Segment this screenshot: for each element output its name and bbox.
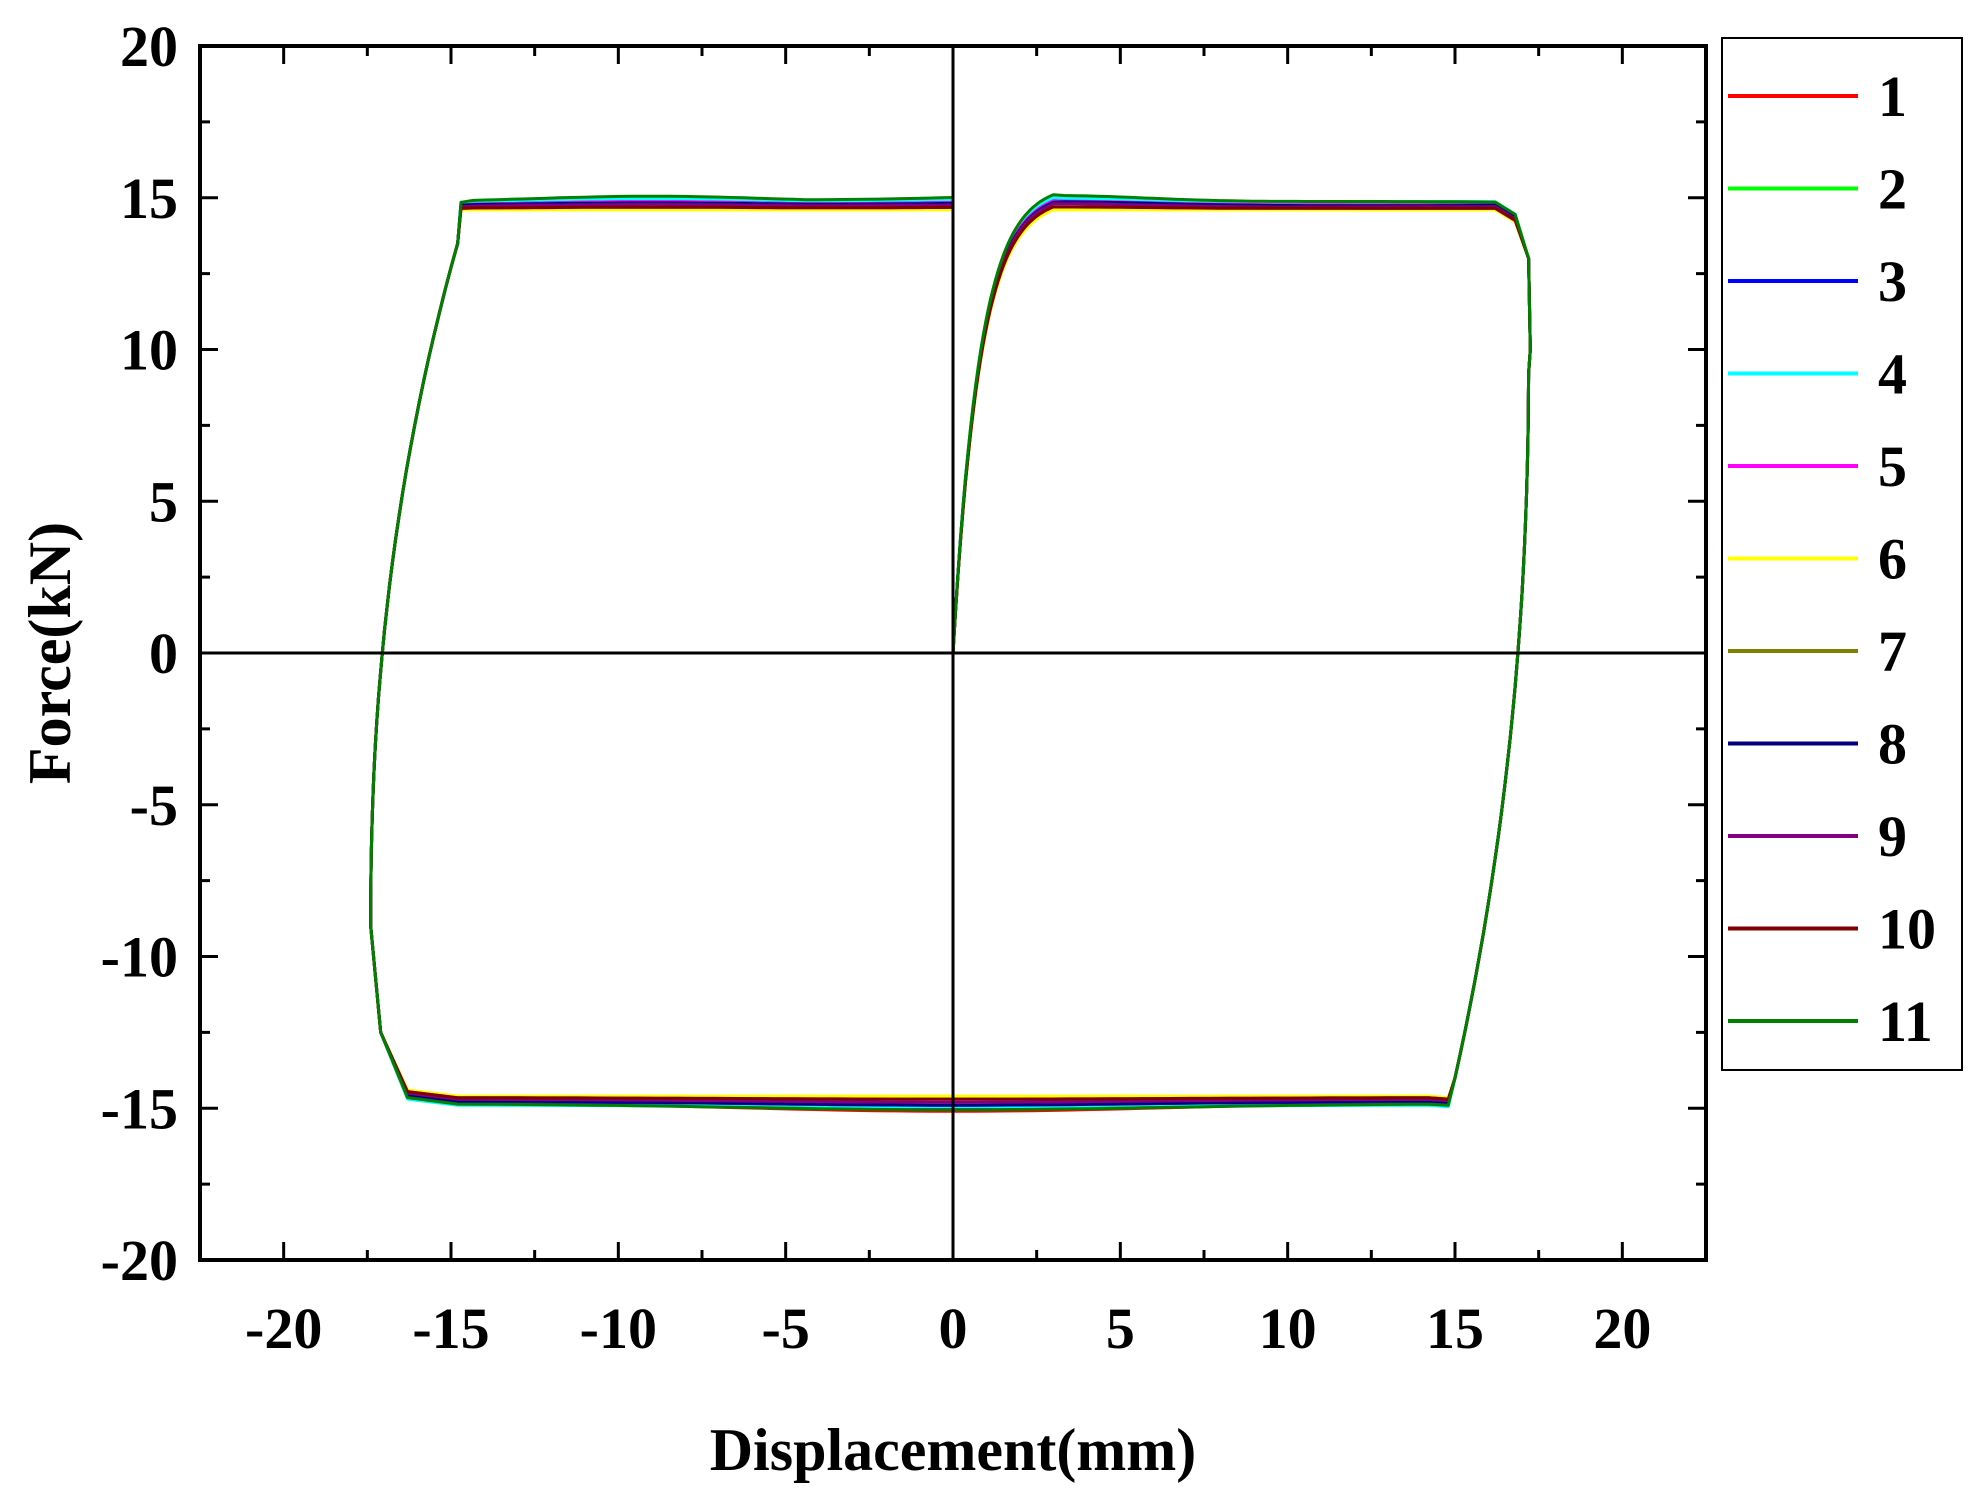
x-tick-label: 5: [1106, 1296, 1135, 1361]
legend-label-9: 9: [1878, 804, 1907, 869]
series-9-line: [369, 202, 1532, 1104]
y-tick-label: 10: [120, 318, 178, 383]
x-tick-labels: -20 -15 -10 -5 0 5 10 15 20: [245, 1296, 1651, 1361]
axis-ticks: [198, 44, 1708, 1262]
legend-frame: [1721, 37, 1963, 1071]
x-tick-label: -20: [245, 1296, 322, 1361]
legend: 1 2 3 4 5 6 7 8 9 10 11: [1721, 37, 1963, 1071]
x-tick-label: -10: [580, 1296, 657, 1361]
y-tick-label: -15: [101, 1076, 178, 1141]
y-axis-title: Force(kN): [17, 522, 83, 784]
x-tick-label: -15: [412, 1296, 489, 1361]
y-tick-label: -20: [101, 1228, 178, 1293]
legend-label-4: 4: [1878, 342, 1907, 407]
y-tick-label: 20: [120, 14, 178, 79]
x-tick-label: 0: [939, 1296, 968, 1361]
series-10-line: [369, 205, 1532, 1101]
x-tick-label: -5: [762, 1296, 810, 1361]
x-tick-label: 10: [1259, 1296, 1317, 1361]
legend-label-5: 5: [1878, 434, 1907, 499]
x-axis-title: Displacement(mm): [710, 1417, 1197, 1483]
series-6-line: [369, 208, 1532, 1100]
legend-label-3: 3: [1878, 249, 1907, 314]
y-tick-label: 5: [149, 469, 178, 534]
legend-label-6: 6: [1878, 527, 1907, 592]
x-tick-label: 20: [1593, 1296, 1651, 1361]
zero-lines: [200, 46, 1706, 1260]
series-11-line: [369, 193, 1532, 1112]
legend-label-8: 8: [1878, 712, 1907, 777]
y-tick-label: 15: [120, 166, 178, 231]
y-tick-label: -10: [101, 925, 178, 990]
legend-label-7: 7: [1878, 619, 1907, 684]
legend-label-1: 1: [1878, 64, 1907, 129]
y-tick-label: 0: [149, 621, 178, 686]
x-tick-label: 15: [1426, 1296, 1484, 1361]
series-3-line: [369, 199, 1532, 1110]
y-tick-label: -5: [130, 773, 178, 838]
legend-label-11: 11: [1878, 989, 1933, 1054]
plot-curves: [369, 193, 1532, 1113]
legend-label-2: 2: [1878, 157, 1907, 222]
y-tick-labels: -20 -15 -10 -5 0 5 10 15 20: [101, 14, 178, 1293]
legend-label-10: 10: [1878, 897, 1936, 962]
